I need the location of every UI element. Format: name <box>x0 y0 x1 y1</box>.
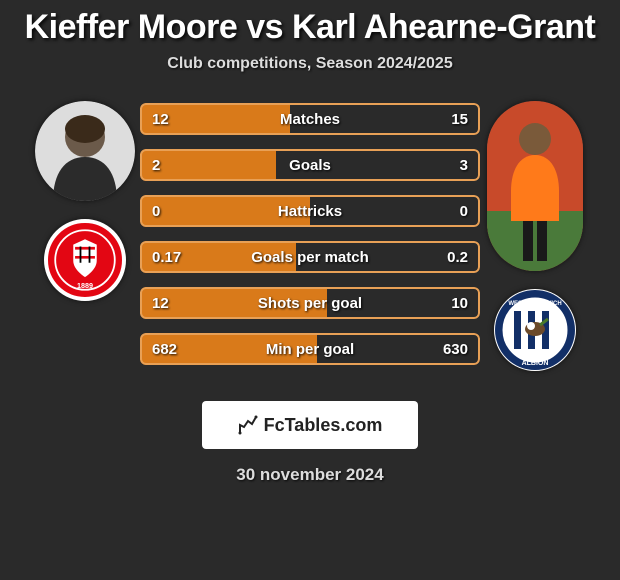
stat-value-right: 10 <box>451 295 468 312</box>
stat-row: 12 Shots per goal 10 <box>140 287 480 319</box>
right-player-column: WEST BROMWICH ALBION <box>480 91 590 371</box>
fctables-logo-icon <box>238 415 258 435</box>
west-brom-crest-icon: WEST BROMWICH ALBION <box>494 289 576 371</box>
stat-value-left: 682 <box>152 341 177 358</box>
page-title: Kieffer Moore vs Karl Ahearne-Grant <box>25 8 596 47</box>
stat-value-right: 15 <box>451 111 468 128</box>
avatar-placeholder-icon <box>487 101 583 271</box>
brand-text: FcTables.com <box>264 415 383 436</box>
stat-value-left: 2 <box>152 157 160 174</box>
stat-label: Goals <box>289 157 331 174</box>
footer: FcTables.com 30 november 2024 <box>202 401 418 485</box>
left-club-badge: 1889 <box>44 219 126 301</box>
sheffield-united-crest-icon: 1889 <box>48 223 122 297</box>
stat-row: 0.17 Goals per match 0.2 <box>140 241 480 273</box>
stat-row: 682 Min per goal 630 <box>140 333 480 365</box>
stat-value-left: 12 <box>152 111 169 128</box>
stat-value-right: 630 <box>443 341 468 358</box>
left-player-column: 1889 <box>30 91 140 301</box>
stat-label: Matches <box>280 111 340 128</box>
stat-value-left: 12 <box>152 295 169 312</box>
main-row: 1889 12 Matches 15 2 Goals 3 0 Hattricks 0 0.17 Go… <box>0 91 620 377</box>
left-player-avatar <box>35 101 135 201</box>
stat-value-right: 3 <box>460 157 468 174</box>
right-player-avatar <box>487 101 583 271</box>
stat-row: 12 Matches 15 <box>140 103 480 135</box>
stat-value-left: 0.17 <box>152 249 181 266</box>
stat-label: Goals per match <box>251 249 369 266</box>
stat-bar-left <box>140 149 276 181</box>
brand-logo-box[interactable]: FcTables.com <box>202 401 418 449</box>
subtitle: Club competitions, Season 2024/2025 <box>167 55 452 73</box>
svg-text:ALBION: ALBION <box>522 360 549 367</box>
stats-column: 12 Matches 15 2 Goals 3 0 Hattricks 0 0.17 Goals p… <box>140 91 480 377</box>
stat-label: Hattricks <box>278 203 342 220</box>
date-text: 30 november 2024 <box>236 465 383 485</box>
stat-label: Min per goal <box>266 341 354 358</box>
stat-value-left: 0 <box>152 203 160 220</box>
right-club-badge: WEST BROMWICH ALBION <box>494 289 576 371</box>
stat-row: 2 Goals 3 <box>140 149 480 181</box>
stat-label: Shots per goal <box>258 295 362 312</box>
svg-text:1889: 1889 <box>77 281 93 290</box>
avatar-placeholder-icon <box>35 101 135 201</box>
stat-value-right: 0 <box>460 203 468 220</box>
comparison-card: Kieffer Moore vs Karl Ahearne-Grant Club… <box>0 0 620 580</box>
svg-text:WEST BROMWICH: WEST BROMWICH <box>508 301 561 307</box>
stat-row: 0 Hattricks 0 <box>140 195 480 227</box>
stat-value-right: 0.2 <box>447 249 468 266</box>
